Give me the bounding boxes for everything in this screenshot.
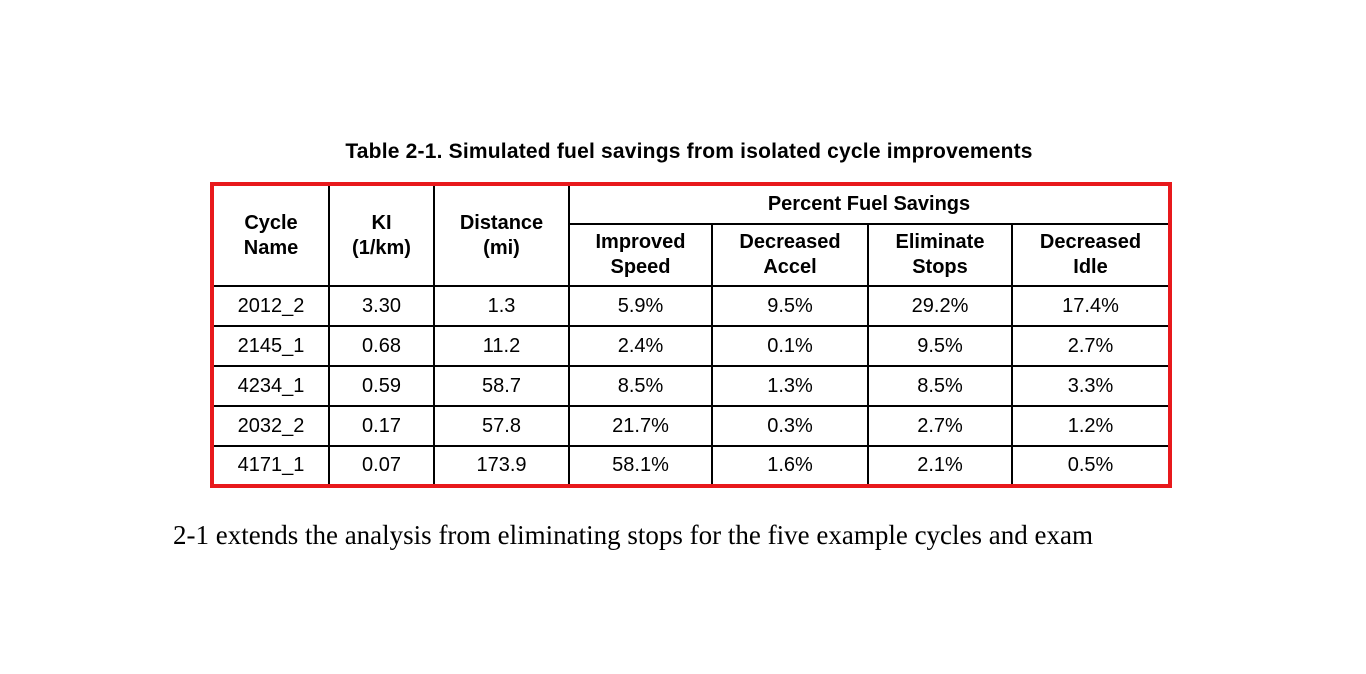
table-cell: 2.4%	[568, 325, 713, 367]
table-cell: 0.17	[328, 405, 435, 447]
table-cell: 17.4%	[1011, 285, 1171, 327]
table-row: 2032_2 0.17 57.8 21.7% 0.3% 2.7% 1.2%	[211, 405, 1171, 447]
table-cell: 21.7%	[568, 405, 713, 447]
col-header-eliminate-stops: Eliminate Stops	[867, 223, 1013, 287]
table-cell: 58.7	[433, 365, 570, 407]
table-row: 4234_1 0.59 58.7 8.5% 1.3% 8.5% 3.3%	[211, 365, 1171, 407]
table-cell: 1.2%	[1011, 405, 1171, 447]
table-cell: 4234_1	[211, 365, 330, 407]
col-header-decreased-accel: Decreased Accel	[711, 223, 869, 287]
table-cell: 2.7%	[867, 405, 1013, 447]
col-header-ki: KI (1/km)	[328, 183, 435, 287]
table-cell: 8.5%	[867, 365, 1013, 407]
table-cell: 9.5%	[711, 285, 869, 327]
header-row-2: Improved Speed Decreased Accel Eliminate…	[212, 223, 1171, 287]
header-row-1: Cycle Name KI (1/km) Distance (mi) Perce…	[211, 183, 1171, 287]
table-cell: 3.30	[328, 285, 435, 327]
table-cell: 0.1%	[711, 325, 869, 367]
table-cell: 5.9%	[568, 285, 713, 327]
table-cell: 8.5%	[568, 365, 713, 407]
col-header-cycle-name: Cycle Name	[211, 183, 330, 287]
table-cell: 9.5%	[867, 325, 1013, 367]
table-cell: 2.7%	[1011, 325, 1171, 367]
col-header-percent-fuel-savings: Percent Fuel Savings	[568, 183, 1171, 225]
table-cell: 2.1%	[867, 445, 1013, 487]
table-cell: 3.3%	[1011, 365, 1171, 407]
table-cell: 57.8	[433, 405, 570, 447]
table-cell: 4171_1	[211, 445, 330, 487]
table-cell: 1.6%	[711, 445, 869, 487]
table-cell: 2145_1	[211, 325, 330, 367]
table-row: 4171_1 0.07 173.9 58.1% 1.6% 2.1% 0.5%	[211, 445, 1171, 487]
table-cell: 2012_2	[211, 285, 330, 327]
col-header-decreased-idle: Decreased Idle	[1011, 223, 1171, 287]
table-cell: 1.3%	[711, 365, 869, 407]
body-text: 2-1 extends the analysis from eliminatin…	[173, 520, 1093, 550]
table-cell: 11.2	[433, 325, 570, 367]
table-cell: 0.59	[328, 365, 435, 407]
col-header-distance: Distance (mi)	[433, 183, 570, 287]
table-cell: 0.68	[328, 325, 435, 367]
table-cell: 2032_2	[211, 405, 330, 447]
table-row: 2145_1 0.68 11.2 2.4% 0.1% 9.5% 2.7%	[211, 325, 1171, 367]
col-header-improved-speed: Improved Speed	[568, 223, 713, 287]
table-cell: 0.5%	[1011, 445, 1171, 487]
table-row: 2012_2 3.30 1.3 5.9% 9.5% 29.2% 17.4%	[211, 285, 1171, 327]
table-cell: 0.3%	[711, 405, 869, 447]
table-cell: 1.3	[433, 285, 570, 327]
fuel-savings-table: Cycle Name KI (1/km) Distance (mi) Perce…	[210, 182, 1172, 488]
table-cell: 0.07	[328, 445, 435, 487]
table-cell: 173.9	[433, 445, 570, 487]
table-cell: 58.1%	[568, 445, 713, 487]
table-caption: Table 2-1. Simulated fuel savings from i…	[345, 140, 1033, 163]
table-cell: 29.2%	[867, 285, 1013, 327]
